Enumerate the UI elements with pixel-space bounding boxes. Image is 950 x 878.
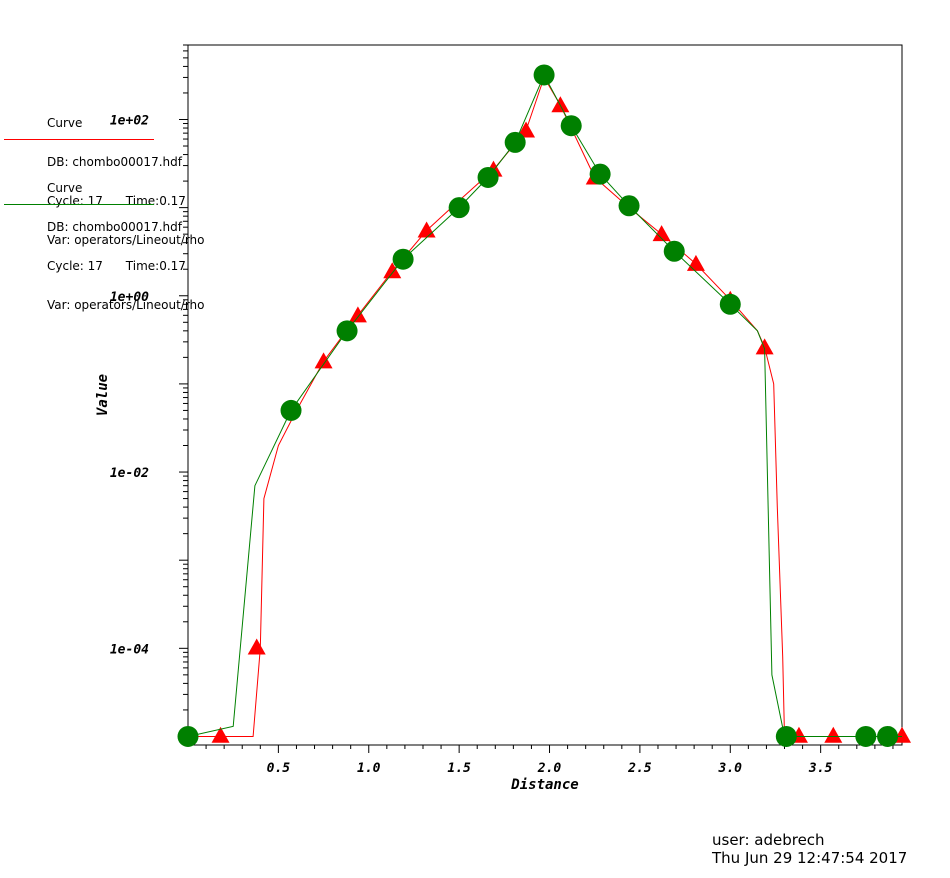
y-tick-label: 1e+00 (110, 290, 149, 305)
legend-1-var: Var: operators/Lineout/rho (47, 233, 205, 247)
legend-2-var: Var: operators/Lineout/rho (47, 298, 205, 312)
series-1-marker (517, 121, 536, 138)
x-tick-label: 3.0 (718, 761, 743, 776)
y-tick-labels: 1e-04 1e-02 1e+00 1e+02 (110, 113, 149, 657)
series-2-marker (618, 195, 640, 217)
series-1-marker (824, 726, 843, 743)
y-tick-marks (179, 44, 188, 746)
legend-2-kind: Curve (47, 181, 83, 195)
x-tick-label: 3.5 (808, 761, 833, 776)
x-tick-label: 1.0 (357, 761, 381, 776)
y-tick-label: 1e-04 (110, 642, 149, 657)
series-layer (177, 64, 911, 747)
series-2-marker (589, 163, 611, 185)
plot-frame (187, 44, 903, 746)
y-tick-label: 1e+02 (110, 113, 149, 128)
series-1-marker (652, 225, 671, 242)
x-axis-label: Distance (510, 777, 578, 793)
legend-entry-2: Curve DB: chombo00017.hdf Cycle: 17 Time… (47, 156, 205, 325)
x-tick-label: 0.5 (267, 761, 291, 776)
x-tick-marks (205, 745, 894, 753)
series-1-marker (551, 96, 570, 113)
series-1-marker (755, 338, 774, 355)
series-2-marker (477, 166, 499, 188)
legend-1-kind: Curve (47, 116, 83, 130)
legend-2-swatch (4, 204, 154, 205)
series-2-marker (336, 320, 358, 342)
series-2-marker (177, 725, 199, 747)
series-2-marker (877, 725, 899, 747)
series-1-marker (383, 262, 402, 279)
series-2-marker (719, 293, 741, 315)
user-label: user: adebrech (712, 831, 825, 849)
series-2-marker (392, 248, 414, 270)
series-2-marker (448, 197, 470, 219)
legend-2-cycle: Cycle: 17 Time:0.17 (47, 259, 186, 273)
series-1-marker (417, 221, 436, 238)
series-2-marker (855, 725, 877, 747)
y-tick-label: 1e-02 (110, 466, 149, 481)
date-label: Thu Jun 29 12:47:54 2017 (712, 849, 908, 867)
series-1-marker (686, 254, 705, 271)
series-1-marker (247, 638, 266, 655)
x-tick-label: 2.0 (537, 761, 562, 776)
series-2-marker (663, 240, 685, 262)
y-axis-label: Value (95, 374, 111, 416)
legend-1-swatch (4, 139, 154, 140)
series-1-marker (211, 726, 230, 743)
series-2-marker (533, 64, 555, 86)
series-1-marker (314, 352, 333, 369)
series-2-marker (560, 115, 582, 137)
series-2-marker (504, 131, 526, 153)
legend-1-db: DB: chombo00017.hdf (47, 155, 182, 169)
x-tick-label: 2.5 (627, 761, 652, 776)
x-tick-labels: 0.5 1.0 1.5 2.0 2.5 3.0 3.5 (267, 761, 833, 776)
series-1-marker (348, 306, 367, 323)
series-2-marker (775, 725, 797, 747)
x-tick-label: 1.5 (447, 761, 471, 776)
legend-2-db: DB: chombo00017.hdf (47, 220, 182, 234)
series-2-marker (280, 399, 302, 421)
